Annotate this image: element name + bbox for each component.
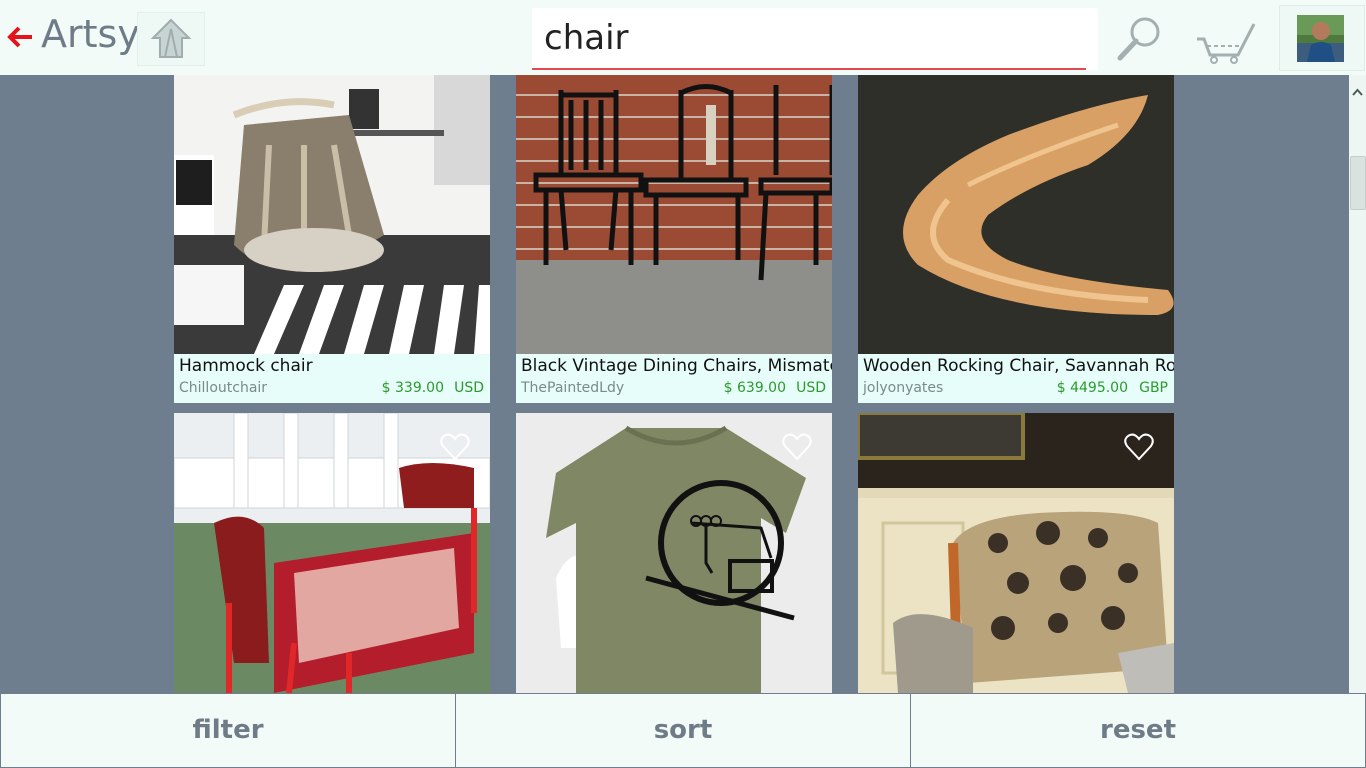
product-image[interactable]	[858, 413, 1174, 693]
product-image[interactable]	[516, 75, 832, 354]
product-currency: USD	[796, 380, 826, 396]
product-seller: jolyonyates	[863, 380, 944, 396]
product-seller: ThePaintedLdy	[521, 380, 625, 396]
favorite-heart-icon[interactable]	[1123, 431, 1155, 463]
product-name: Hammock chair	[179, 356, 313, 376]
product-currency: USD	[454, 380, 484, 396]
search-button[interactable]	[1110, 12, 1166, 66]
product-info[interactable]: Wooden Rocking Chair, Savannah Rocker jo…	[858, 354, 1174, 403]
scrollbar-thumb[interactable]	[1350, 156, 1366, 210]
user-avatar[interactable]	[1297, 15, 1344, 62]
app-title: Artsy	[41, 12, 140, 56]
cart-icon	[1197, 23, 1256, 64]
product-image[interactable]	[174, 413, 490, 693]
search-box	[532, 8, 1098, 70]
back-arrow-icon[interactable]	[6, 22, 36, 52]
product-card[interactable]: Hammock chair Chilloutchair $ 339.00 USD	[174, 75, 490, 403]
product-image[interactable]	[858, 75, 1174, 354]
home-icon	[150, 18, 192, 58]
product-card[interactable]: Wooden Rocking Chair, Savannah Rocker jo…	[858, 75, 1174, 403]
scroll-up-icon[interactable]	[1349, 86, 1366, 106]
bottom-action-bar: filter sort reset	[0, 693, 1366, 768]
search-input[interactable]	[532, 8, 1098, 68]
product-card[interactable]	[516, 413, 832, 693]
product-price: $ 639.00	[723, 380, 786, 396]
scrollbar[interactable]	[1349, 75, 1366, 693]
sort-button[interactable]: sort	[455, 693, 911, 768]
product-info[interactable]: Black Vintage Dining Chairs, Mismatch, T…	[516, 354, 832, 403]
product-name: Wooden Rocking Chair, Savannah Rocker	[863, 356, 1174, 376]
reset-button[interactable]: reset	[910, 693, 1366, 768]
product-card[interactable]: Black Vintage Dining Chairs, Mismatch, T…	[516, 75, 832, 403]
product-image[interactable]	[174, 75, 490, 354]
home-button[interactable]	[137, 12, 205, 66]
cart-button[interactable]	[1192, 12, 1258, 66]
product-seller: Chilloutchair	[179, 380, 268, 396]
product-price: $ 4495.00	[1056, 380, 1128, 396]
search-underline	[532, 68, 1086, 70]
product-card[interactable]	[858, 413, 1174, 693]
filter-button[interactable]: filter	[0, 693, 456, 768]
product-price: $ 339.00	[381, 380, 444, 396]
favorite-heart-icon[interactable]	[439, 431, 471, 463]
profile-button[interactable]	[1279, 5, 1365, 71]
product-card[interactable]	[174, 413, 490, 693]
product-info[interactable]: Hammock chair Chilloutchair $ 339.00 USD	[174, 354, 490, 403]
product-currency: GBP	[1139, 380, 1168, 396]
search-icon	[1117, 17, 1160, 61]
product-name: Black Vintage Dining Chairs, Mismatch,	[521, 356, 832, 376]
favorite-heart-icon[interactable]	[781, 431, 813, 463]
product-image[interactable]	[516, 413, 832, 693]
top-app-bar: Artsy	[0, 0, 1366, 75]
